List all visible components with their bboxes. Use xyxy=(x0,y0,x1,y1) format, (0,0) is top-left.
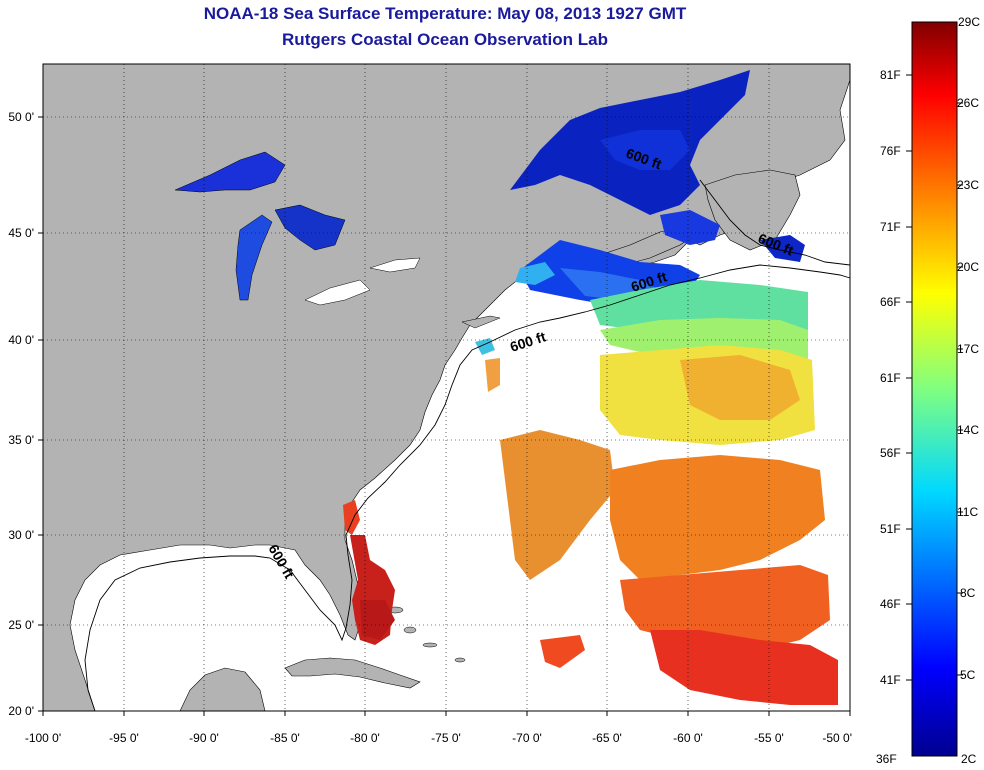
yucatan-land xyxy=(179,667,266,711)
colorbar-top-label: 29C xyxy=(958,15,980,29)
x-tick-label: -70 0' xyxy=(512,731,542,745)
long-island-land xyxy=(461,315,501,329)
colorbar-c-label: 17C xyxy=(957,342,979,356)
colorbar-bottom-left-label: 36F xyxy=(876,752,897,766)
map-title: NOAA-18 Sea Surface Temperature: May 08,… xyxy=(203,4,687,23)
great-lakes xyxy=(174,151,421,306)
bathymetry-contour-600ft-north xyxy=(699,179,851,266)
colorbar-f-label: 61F xyxy=(880,371,901,385)
colorbar-f-label: 46F xyxy=(880,597,901,611)
cuba-land xyxy=(284,657,421,689)
colorbar-f-label: 66F xyxy=(880,295,901,309)
x-tick-label: -90 0' xyxy=(189,731,219,745)
y-tick-label: 45 0' xyxy=(8,226,34,240)
colorbar-ticks xyxy=(906,74,963,681)
colorbar-f-label: 76F xyxy=(880,144,901,158)
y-tick-label: 25 0' xyxy=(8,618,34,632)
y-axis-labels: 20 0' 25 0' 30 0' 35 0' 40 0' 45 0' 50 0… xyxy=(8,110,34,718)
x-tick-label: -80 0' xyxy=(350,731,380,745)
colorbar-c-label: 14C xyxy=(957,423,979,437)
x-tick-label: -50 0' xyxy=(822,731,852,745)
sst-southern-warm xyxy=(540,630,838,705)
colorbar-c-label: 26C xyxy=(957,96,979,110)
x-tick-label: -65 0' xyxy=(592,731,622,745)
colorbar-c-label: 11C xyxy=(957,505,978,519)
y-tick-label: 20 0' xyxy=(8,704,34,718)
colorbar-c-label: 20C xyxy=(957,260,979,274)
x-tick-label: -60 0' xyxy=(673,731,703,745)
axis-tick-marks xyxy=(38,116,851,716)
colorbar-f-label: 51F xyxy=(880,522,901,536)
x-tick-label: -75 0' xyxy=(431,731,461,745)
north-america-land xyxy=(43,64,850,711)
map-subtitle: Rutgers Coastal Ocean Observation Lab xyxy=(282,30,608,49)
colorbar-c-label: 5C xyxy=(960,668,976,682)
colorbar-f-label: 81F xyxy=(880,68,901,82)
y-tick-label: 35 0' xyxy=(8,433,34,447)
x-tick-label: -95 0' xyxy=(109,731,139,745)
colorbar-c-label: 8C xyxy=(960,586,976,600)
x-axis-labels: -100 0' -95 0' -90 0' -85 0' -80 0' -75 … xyxy=(25,731,852,745)
x-tick-label: -55 0' xyxy=(754,731,784,745)
y-tick-label: 40 0' xyxy=(8,333,34,347)
sst-florida-current xyxy=(343,500,395,645)
colorbar-f-label: 71F xyxy=(880,220,901,234)
sst-gulf-st-lawrence xyxy=(510,70,805,262)
y-tick-label: 50 0' xyxy=(8,110,34,124)
colorbar-c-label: 23C xyxy=(957,178,979,192)
colorbar-celsius-labels: 26C 23C 20C 17C 14C 11C 8C 5C xyxy=(957,96,979,682)
colorbar-f-label: 41F xyxy=(880,673,901,687)
colorbar-fahrenheit-labels: 81F 76F 71F 66F 61F 56F 51F 46F 41F xyxy=(880,68,901,687)
colorbar-f-label: 56F xyxy=(880,446,901,460)
bathymetry-contour-600ft xyxy=(84,264,851,712)
colorbar xyxy=(911,21,958,757)
colorbar-bottom-right-label: 2C xyxy=(961,752,977,766)
y-tick-label: 30 0' xyxy=(8,528,34,542)
x-tick-label: -85 0' xyxy=(270,731,300,745)
grid-lines xyxy=(43,64,850,711)
newfoundland-land xyxy=(704,169,801,251)
x-tick-label: -100 0' xyxy=(25,731,61,745)
sst-gulf-stream xyxy=(485,345,830,650)
